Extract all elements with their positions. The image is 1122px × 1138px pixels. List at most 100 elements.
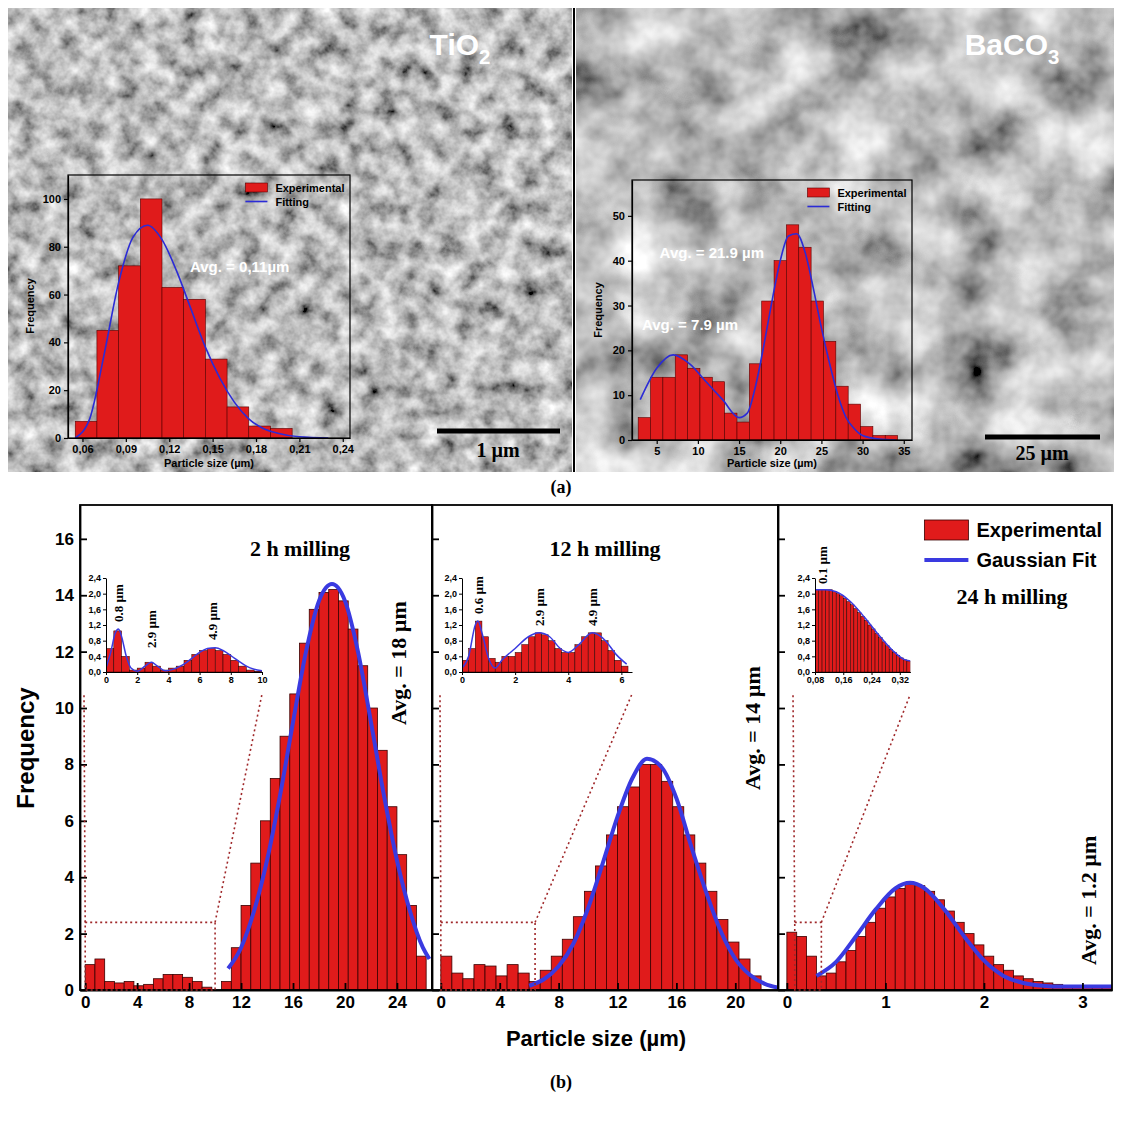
- tick: 40: [49, 336, 68, 348]
- tick-mark: [432, 651, 439, 653]
- tick-mark: [984, 983, 986, 990]
- title-part: BaCO: [965, 28, 1048, 61]
- tick: 20: [49, 384, 68, 396]
- tick: [778, 539, 785, 540]
- tick-mark: [103, 578, 106, 579]
- bar: [807, 956, 817, 990]
- tick: 10: [257, 672, 267, 685]
- bar: [811, 301, 823, 440]
- annotation: Avg. = 14 µm: [740, 666, 765, 790]
- bar: [903, 660, 907, 672]
- tick-label: 8: [554, 993, 563, 1012]
- bar: [925, 891, 935, 990]
- chart: 510152025303501020304050BaCO3Particle si…: [576, 8, 1114, 472]
- bar: [85, 965, 95, 990]
- bar: [496, 976, 507, 990]
- bar: [826, 973, 836, 990]
- bar: [522, 645, 529, 672]
- axis-line: [463, 672, 633, 673]
- chart: 02460,00,40,81,21,62,02,40.6 µm2.9 µm4.9…: [440, 573, 633, 990]
- tick-label: 2,4: [444, 573, 457, 583]
- bar: [348, 629, 358, 990]
- y-axis: 01020304050: [613, 181, 633, 447]
- tick: 15: [733, 440, 745, 457]
- bar: [651, 764, 662, 990]
- tick-label: 35: [898, 445, 910, 457]
- bar: [864, 620, 868, 672]
- tick-mark: [676, 983, 678, 990]
- tick-mark: [499, 983, 501, 990]
- tick: [778, 708, 785, 709]
- tick: [432, 877, 439, 878]
- chart: 04812162012 h millingParticle size (µm)A…: [432, 505, 779, 1051]
- title-part: 24 h milling: [956, 584, 1067, 609]
- bar: [239, 666, 247, 672]
- bar: [935, 900, 945, 990]
- tick-mark: [459, 641, 462, 642]
- bar: [114, 983, 124, 990]
- sem-image: [576, 8, 1114, 472]
- tick-label: 4: [166, 675, 171, 685]
- tick-mark: [778, 877, 785, 879]
- legend-label: Fitting: [837, 201, 871, 213]
- bar: [640, 764, 651, 990]
- tick-label: 4: [495, 993, 505, 1012]
- bar: [153, 979, 163, 990]
- tick-mark: [432, 933, 439, 935]
- tick: 6: [619, 672, 624, 685]
- bar: [836, 962, 846, 990]
- tick-label: 20: [613, 344, 625, 356]
- tick-label: 2: [135, 675, 140, 685]
- bar: [861, 616, 865, 672]
- bar: [319, 592, 329, 990]
- bar: [621, 666, 628, 672]
- plot-frame: [432, 505, 778, 990]
- bar: [582, 637, 589, 672]
- tick: [778, 764, 785, 765]
- legend-swatch: [924, 558, 968, 562]
- tick: 2: [65, 925, 87, 944]
- zoom-line: [821, 694, 910, 922]
- bar: [601, 641, 608, 672]
- title-part: TiO: [430, 28, 479, 61]
- plot-area: [462, 621, 628, 672]
- tick: 0,0: [444, 667, 462, 677]
- bar: [629, 787, 640, 990]
- tick-mark: [440, 983, 442, 990]
- tick: 10: [613, 389, 632, 401]
- tick-label: 10: [257, 675, 267, 685]
- x-axis: 048121620: [433, 983, 779, 1012]
- bar: [673, 807, 684, 990]
- x-axis: 0,080,160,240,32: [807, 672, 911, 685]
- fit-line: [106, 629, 262, 671]
- tick-label: 0: [783, 993, 792, 1012]
- bar: [223, 654, 231, 672]
- tick-label: 0: [55, 432, 61, 444]
- bar: [192, 982, 202, 990]
- tick-mark: [778, 708, 785, 710]
- bar: [124, 982, 134, 990]
- bar: [162, 287, 184, 438]
- tick-label: 0: [619, 434, 625, 446]
- annotation: 2.9 µm: [144, 610, 159, 648]
- chart: 0,080,160,240,320,00,40,81,21,62,02,40.1…: [793, 546, 911, 990]
- zoom-line: [793, 694, 795, 922]
- tick-label: 0,21: [289, 443, 310, 455]
- plot-frame: [778, 505, 1112, 990]
- legend-label: Experimental: [976, 519, 1102, 541]
- tick: 0: [104, 672, 109, 685]
- tick-mark: [293, 983, 295, 990]
- title-subscript: 2: [479, 46, 490, 68]
- legend-swatch: [807, 188, 829, 197]
- tick-label: 0,0: [444, 667, 457, 677]
- tick-label: 0,4: [797, 652, 810, 662]
- bar: [231, 660, 239, 672]
- tick: 1,6: [444, 605, 462, 615]
- annotation: 0.8 µm: [111, 584, 126, 622]
- tick-mark: [735, 983, 737, 990]
- bar: [163, 974, 173, 990]
- tick-mark: [459, 656, 462, 657]
- bar: [106, 649, 114, 673]
- bar: [562, 652, 569, 672]
- bar: [895, 888, 905, 990]
